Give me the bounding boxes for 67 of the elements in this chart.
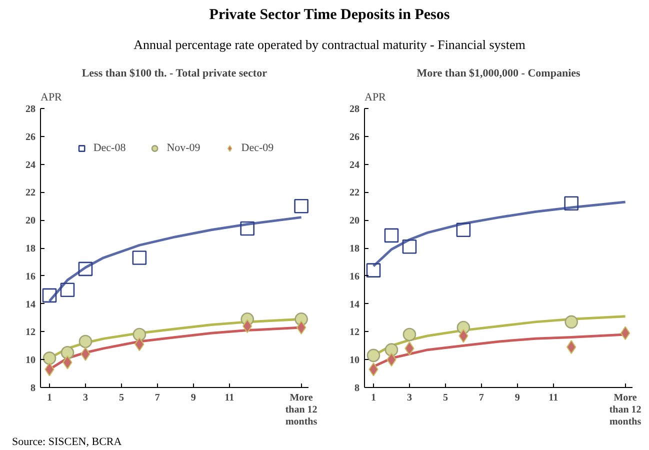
y-tick-label: 28 xyxy=(350,104,360,115)
y-tick-label: 18 xyxy=(350,243,360,254)
x-tick-label: 7 xyxy=(478,392,484,404)
legend-label: Dec-08 xyxy=(93,142,126,154)
y-tick-label: 20 xyxy=(350,216,360,227)
y-tick-label: 14 xyxy=(350,299,360,310)
y-tick-label: 10 xyxy=(26,355,36,366)
y-tick-label: 26 xyxy=(26,132,36,143)
point xyxy=(240,221,254,236)
point xyxy=(564,196,578,210)
point xyxy=(132,328,146,342)
y-tick-label: 10 xyxy=(350,355,360,366)
x-tick-label: 3 xyxy=(406,392,412,404)
chart-title: Less than $100 th. - Total private sector xyxy=(82,67,268,80)
point xyxy=(42,352,56,365)
point xyxy=(620,326,630,340)
x-tick-label: 3 xyxy=(82,392,88,404)
y-tick-label: 8 xyxy=(30,382,36,394)
y-tick-label: 28 xyxy=(26,104,36,115)
y-tick-label: 24 xyxy=(350,160,360,171)
point xyxy=(60,346,74,360)
point xyxy=(366,263,381,278)
text: Private Sector Time Deposits in Pesos xyxy=(209,6,450,25)
x-tick-label: 9 xyxy=(514,392,520,404)
x-tick-label: 11 xyxy=(548,392,558,404)
point xyxy=(296,320,306,334)
y-axis-title: APR xyxy=(364,91,387,104)
point xyxy=(78,334,92,348)
legend-label: Nov-09 xyxy=(166,142,200,154)
x-tick-label: More than 12 months xyxy=(609,392,642,428)
y-tick-label: 22 xyxy=(350,188,360,199)
y-tick-label: 8 xyxy=(354,382,360,394)
point xyxy=(132,250,147,265)
y-tick-label: 26 xyxy=(350,132,360,143)
point xyxy=(60,282,75,297)
y-tick-label: 12 xyxy=(26,327,36,338)
point xyxy=(402,239,417,254)
y-tick-label: 16 xyxy=(26,271,36,282)
source-note: Source: SISCEN, BCRA xyxy=(12,434,122,450)
y-tick-label: 20 xyxy=(26,216,36,227)
point xyxy=(294,198,308,214)
legend-label: Dec-09 xyxy=(241,142,274,154)
x-tick-label: 1 xyxy=(46,392,52,404)
text: Annual percentage rate operated by contractual maturity - Financial system xyxy=(134,36,526,54)
point xyxy=(384,343,398,356)
y-tick-label: 12 xyxy=(350,327,360,338)
point xyxy=(366,348,380,362)
point xyxy=(42,288,57,303)
x-tick-label: More than 12 months xyxy=(285,392,318,428)
y-tick-label: 22 xyxy=(26,188,36,199)
y-tick-label: 14 xyxy=(26,299,36,310)
y-tick-label: 24 xyxy=(26,160,36,171)
y-tick-label: 16 xyxy=(350,271,360,282)
point xyxy=(384,228,399,243)
y-tick-label: 18 xyxy=(26,243,36,254)
x-tick-label: 7 xyxy=(154,392,160,404)
x-tick-label: 9 xyxy=(190,392,196,404)
x-tick-label: 1 xyxy=(370,392,376,404)
chart-title: More than $1,000,000 - Companies xyxy=(416,67,582,80)
x-tick-label: 5 xyxy=(442,392,448,404)
point xyxy=(402,328,416,342)
point xyxy=(564,315,578,329)
x-tick-label: 5 xyxy=(118,392,124,404)
x-tick-label: 11 xyxy=(224,392,234,404)
point xyxy=(78,262,93,276)
y-axis-title: APR xyxy=(40,91,63,104)
point xyxy=(456,222,471,237)
